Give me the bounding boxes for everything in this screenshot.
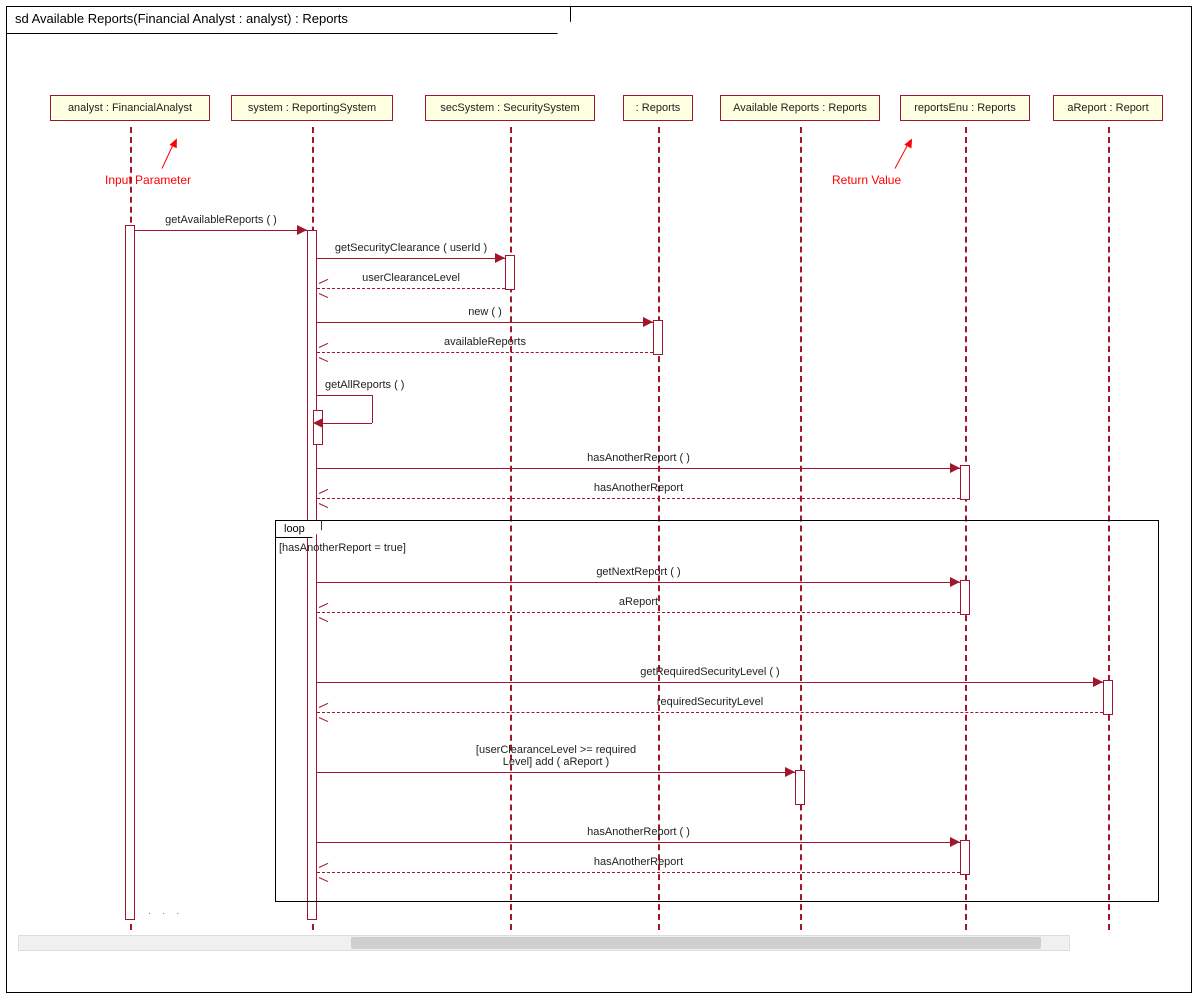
msg-label-1: getSecurityClearance ( userId ) xyxy=(317,242,505,254)
msg-label-6: hasAnotherReport ( ) xyxy=(317,452,960,464)
msg-label-2: userClearanceLevel xyxy=(317,272,505,284)
msg-self-bottom xyxy=(323,423,372,424)
message-line-3 xyxy=(317,322,653,323)
annotation-0: Input Parameter xyxy=(105,173,191,187)
msg-label-4: availableReports xyxy=(317,336,653,348)
activation-secSystem-3 xyxy=(505,255,515,290)
ellipsis: . . . xyxy=(148,905,183,917)
message-line-8 xyxy=(317,582,960,583)
msg-arrow xyxy=(950,577,960,587)
message-line-11 xyxy=(317,712,1103,713)
msg-label-10: getRequiredSecurityLevel ( ) xyxy=(317,666,1103,678)
msg-arrow xyxy=(950,463,960,473)
msg-self-side xyxy=(372,395,373,423)
msg-self-top xyxy=(317,395,372,396)
msg-label-7: hasAnotherReport xyxy=(317,482,960,494)
msg-arrow xyxy=(643,317,653,327)
msg-label-14: hasAnotherReport xyxy=(317,856,960,868)
msg-label-8: getNextReport ( ) xyxy=(317,566,960,578)
message-line-14 xyxy=(317,872,960,873)
activation-analyst-0 xyxy=(125,225,135,920)
lifeline-head-aReport: aReport : Report xyxy=(1053,95,1163,121)
message-line-4 xyxy=(317,352,653,353)
lifeline-head-reports: : Reports xyxy=(623,95,693,121)
activation-reportsEnu-5 xyxy=(960,465,970,500)
message-line-7 xyxy=(317,498,960,499)
message-line-6 xyxy=(317,468,960,469)
message-line-13 xyxy=(317,842,960,843)
horizontal-scrollbar[interactable] xyxy=(18,935,1070,951)
msg-arrow xyxy=(950,837,960,847)
message-line-0 xyxy=(135,230,307,231)
msg-label-13: hasAnotherReport ( ) xyxy=(317,826,960,838)
lifeline-head-reportsEnu: reportsEnu : Reports xyxy=(900,95,1030,121)
msg-label-0: getAvailableReports ( ) xyxy=(135,214,307,226)
lifeline-head-secSystem: secSystem : SecuritySystem xyxy=(425,95,595,121)
msg-label-3: new ( ) xyxy=(317,306,653,318)
message-line-2 xyxy=(317,288,505,289)
msg-arrow xyxy=(495,253,505,263)
msg-label-11: requiredSecurityLevel xyxy=(317,696,1103,708)
message-line-1 xyxy=(317,258,505,259)
loop-frame-label: loop xyxy=(275,520,322,538)
sequence-diagram-canvas: sd Available Reports(Financial Analyst :… xyxy=(0,0,1200,1000)
activation-reports-4 xyxy=(653,320,663,355)
diagram-title-tab: sd Available Reports(Financial Analyst :… xyxy=(6,6,571,34)
lifeline-head-available: Available Reports : Reports xyxy=(720,95,880,121)
horizontal-scrollbar-thumb[interactable] xyxy=(351,937,1041,949)
msg-arrow xyxy=(1093,677,1103,687)
msg-label-5: getAllReports ( ) xyxy=(325,379,404,391)
msg-arrow xyxy=(297,225,307,235)
message-line-9 xyxy=(317,612,960,613)
msg-label-12: [userClearanceLevel >= requiredLevel] ad… xyxy=(317,744,795,768)
message-line-10 xyxy=(317,682,1103,683)
msg-arrow xyxy=(785,767,795,777)
lifeline-head-analyst: analyst : FinancialAnalyst xyxy=(50,95,210,121)
msg-label-9: aReport xyxy=(317,596,960,608)
loop-guard: [hasAnotherReport = true] xyxy=(279,542,406,554)
annotation-1: Return Value xyxy=(832,173,901,187)
msg-self-arrow xyxy=(313,418,323,428)
lifeline-head-system: system : ReportingSystem xyxy=(231,95,393,121)
message-line-12 xyxy=(317,772,795,773)
